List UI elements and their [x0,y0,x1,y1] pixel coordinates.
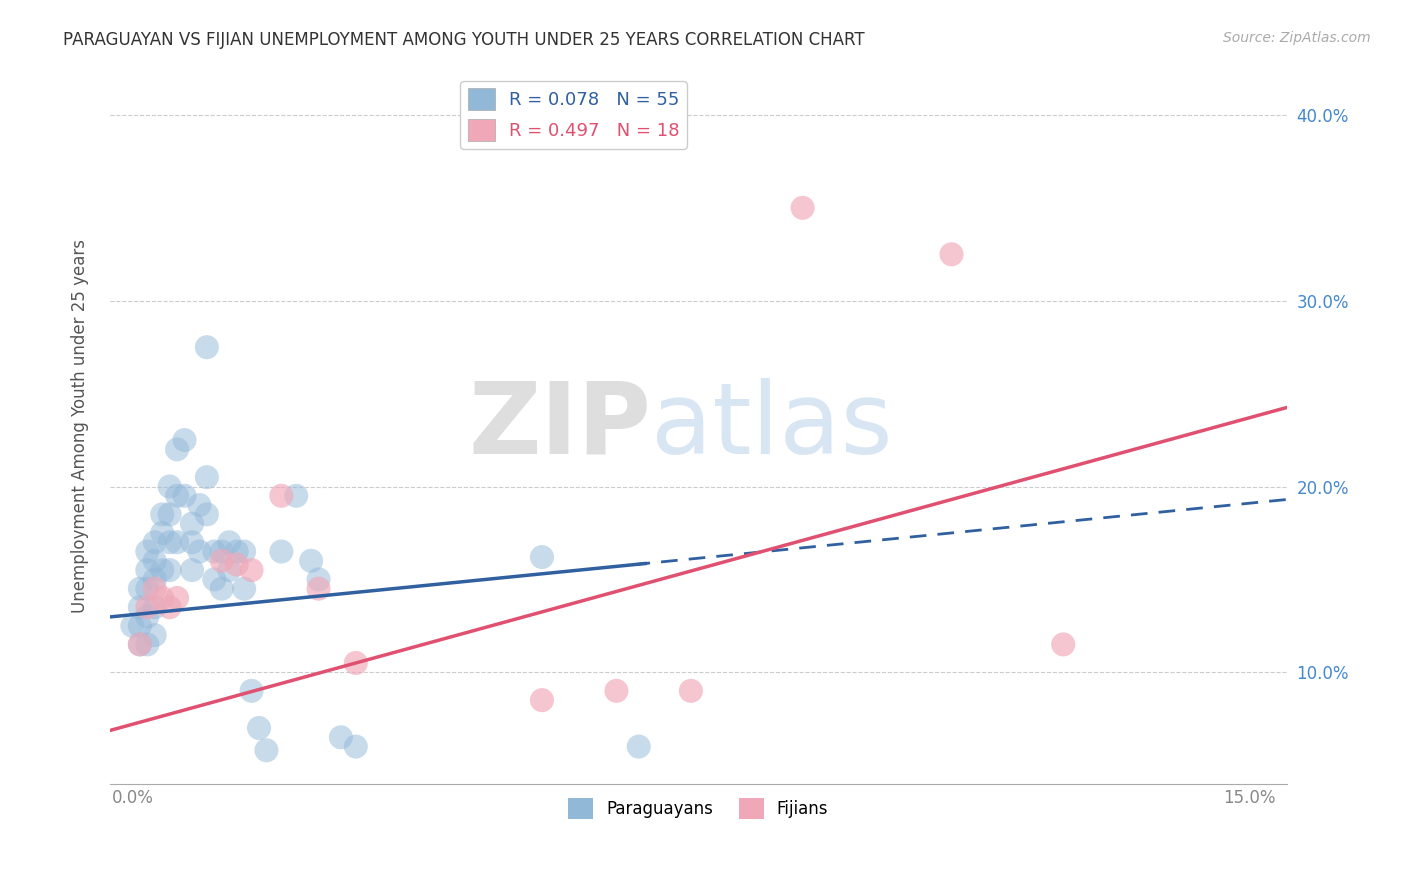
Point [605,683,627,698]
Point [247,721,270,735]
Point [136,600,159,615]
Point [150,563,173,577]
Point [941,247,963,261]
Point [188,544,211,558]
Legend: Paraguayans, Fijians: Paraguayans, Fijians [561,792,835,825]
Y-axis label: Unemployment Among Youth under 25 years: Unemployment Among Youth under 25 years [72,239,89,613]
Point [159,600,181,615]
Point [128,600,150,615]
Point [128,637,150,651]
Point [181,563,204,577]
Text: Source: ZipAtlas.com: Source: ZipAtlas.com [1223,31,1371,45]
Text: PARAGUAYAN VS FIJIAN UNEMPLOYMENT AMONG YOUTH UNDER 25 YEARS CORRELATION CHART: PARAGUAYAN VS FIJIAN UNEMPLOYMENT AMONG … [63,31,865,49]
Point [128,619,150,633]
Point [128,582,150,596]
Point [233,582,256,596]
Point [143,573,166,587]
Point [136,544,159,558]
Point [195,470,218,484]
Point [121,619,143,633]
Point [143,582,166,596]
Point [218,535,240,549]
Point [173,489,195,503]
Point [225,558,247,572]
Point [792,201,814,215]
Point [143,628,166,642]
Point [679,683,702,698]
Text: ZIP: ZIP [468,377,651,475]
Point [143,535,166,549]
Point [270,544,292,558]
Point [166,489,188,503]
Point [530,550,553,565]
Point [225,544,247,558]
Point [159,508,181,522]
Point [329,731,352,745]
Point [136,563,159,577]
Point [218,563,240,577]
Point [627,739,650,754]
Point [344,739,367,754]
Point [240,563,263,577]
Point [299,554,322,568]
Point [136,582,159,596]
Point [181,535,204,549]
Point [150,508,173,522]
Point [1052,637,1074,651]
Point [344,656,367,670]
Point [285,489,308,503]
Point [166,442,188,457]
Point [233,544,256,558]
Point [159,535,181,549]
Point [136,637,159,651]
Point [256,743,278,757]
Point [166,535,188,549]
Point [159,479,181,493]
Point [128,637,150,651]
Point [202,573,225,587]
Text: atlas: atlas [651,377,893,475]
Point [211,544,233,558]
Point [143,554,166,568]
Point [188,498,211,512]
Point [195,508,218,522]
Point [136,609,159,624]
Point [166,591,188,605]
Point [211,554,233,568]
Point [202,544,225,558]
Point [530,693,553,707]
Point [195,340,218,354]
Point [150,525,173,540]
Point [211,582,233,596]
Point [240,683,263,698]
Point [150,591,173,605]
Point [270,489,292,503]
Point [143,600,166,615]
Point [308,582,330,596]
Point [173,433,195,447]
Point [181,516,204,531]
Point [308,573,330,587]
Point [159,563,181,577]
